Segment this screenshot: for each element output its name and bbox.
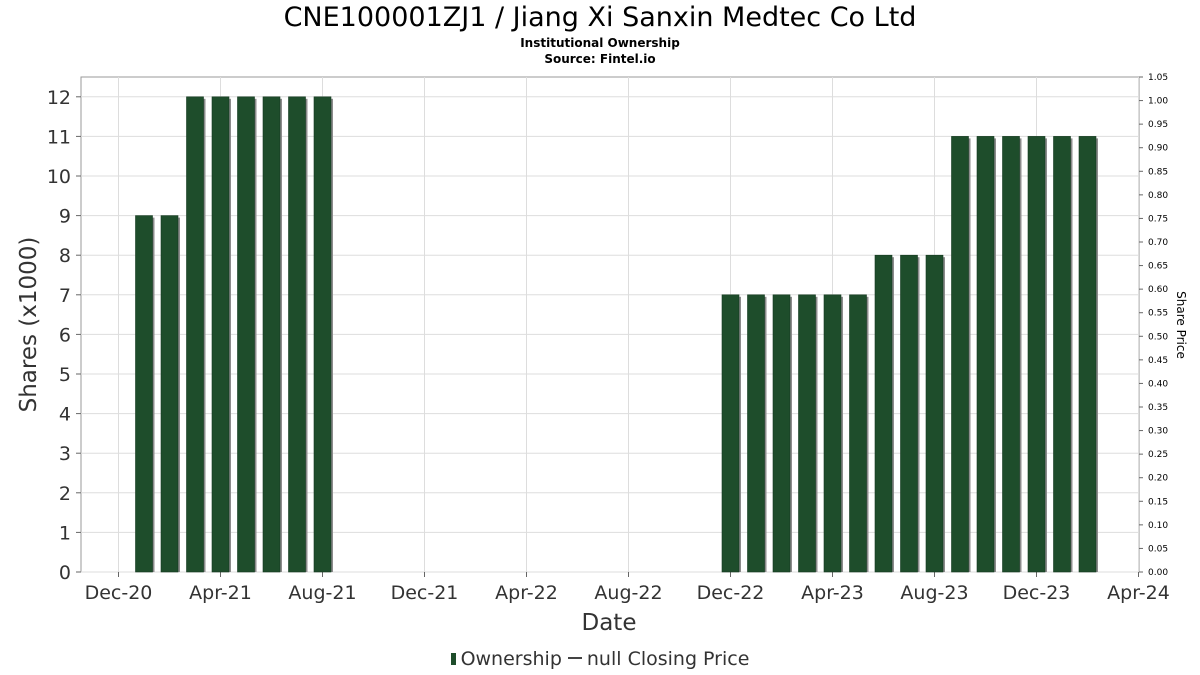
y-axis-title: Shares (x1000) xyxy=(16,237,42,413)
x-tick-label: Apr-24 xyxy=(1107,582,1170,604)
ownership-bar xyxy=(976,136,995,573)
ownership-bar xyxy=(772,294,791,573)
y2-axis-title: Share Price xyxy=(1174,291,1188,359)
y2-tick-label: 0.10 xyxy=(1148,521,1168,531)
y2-tick-label: 0.95 xyxy=(1148,120,1168,130)
ownership-bar xyxy=(874,254,893,573)
y2-tick-label: 0.00 xyxy=(1148,568,1168,578)
y2-tick-label: 0.25 xyxy=(1148,450,1168,460)
ownership-bar xyxy=(823,294,842,573)
x-tick-label: Aug-23 xyxy=(900,582,968,604)
y2-tick-label: 0.80 xyxy=(1148,191,1168,201)
y-tick-label: 5 xyxy=(59,364,71,386)
y2-tick-label: 0.50 xyxy=(1148,332,1168,342)
y-tick-label: 2 xyxy=(59,483,71,505)
price-line-icon xyxy=(567,657,582,659)
y2-tick-label: 1.00 xyxy=(1148,97,1168,107)
y2-tick-label: 0.70 xyxy=(1148,238,1168,248)
ownership-bar xyxy=(1078,136,1097,573)
ownership-bar xyxy=(237,96,255,573)
ownership-bar xyxy=(900,254,918,573)
x-tick-label: Aug-21 xyxy=(288,582,356,604)
chart-source: Source: Fintel.io xyxy=(544,52,656,66)
y2-tick-label: 0.40 xyxy=(1148,379,1168,389)
x-tick-label: Aug-22 xyxy=(594,582,662,604)
y-tick-label: 8 xyxy=(59,245,71,267)
y-tick-label: 12 xyxy=(47,87,71,109)
x-axis-title: Date xyxy=(582,610,637,636)
x-tick-label: Apr-21 xyxy=(189,582,252,604)
legend-ownership-label: Ownership xyxy=(460,648,562,670)
y2-tick-label: 0.15 xyxy=(1148,497,1168,507)
ownership-bar xyxy=(1027,136,1046,573)
y-tick-label: 3 xyxy=(59,443,71,465)
y-tick-label: 4 xyxy=(59,404,71,426)
ownership-bar xyxy=(849,294,867,573)
ownership-bar xyxy=(186,96,204,573)
y2-tick-label: 0.35 xyxy=(1148,403,1168,413)
y2-tick-label: 0.60 xyxy=(1148,285,1168,295)
x-tick-label: Apr-23 xyxy=(801,582,864,604)
y2-tick-label: 0.75 xyxy=(1148,214,1168,224)
ownership-bar xyxy=(798,294,816,573)
ownership-bar xyxy=(288,96,306,573)
y2-tick-label: 0.85 xyxy=(1148,167,1168,177)
y2-tick-label: 0.05 xyxy=(1148,544,1168,554)
y2-tick-label: 0.65 xyxy=(1148,262,1168,272)
x-tick-label: Apr-22 xyxy=(495,582,558,604)
y2-tick-label: 0.45 xyxy=(1148,356,1168,366)
ownership-bar xyxy=(211,96,230,573)
y-tick-label: 1 xyxy=(59,522,71,544)
x-tick-label: Dec-21 xyxy=(391,582,459,604)
y2-tick-label: 0.30 xyxy=(1148,427,1168,437)
y2-tick-label: 0.90 xyxy=(1148,144,1168,154)
y-tick-label: 7 xyxy=(59,285,71,307)
legend-price-label: null Closing Price xyxy=(586,648,750,670)
chart-title: CNE100001ZJ1 / Jiang Xi Sanxin Medtec Co… xyxy=(283,2,917,33)
ownership-swatch-icon xyxy=(450,653,456,665)
chart-subtitle: Institutional Ownership xyxy=(520,36,680,50)
chart-legend: Ownership null Closing Price xyxy=(0,647,1200,671)
ownership-bar xyxy=(747,294,765,573)
ownership-bar xyxy=(135,215,153,573)
y-tick-label: 10 xyxy=(47,166,71,188)
x-tick-label: Dec-23 xyxy=(1003,582,1071,604)
ownership-bar xyxy=(951,136,969,573)
y-tick-label: 6 xyxy=(59,324,71,346)
y-tick-label: 9 xyxy=(59,206,71,228)
ownership-bar xyxy=(313,96,332,573)
ownership-bar xyxy=(925,254,944,573)
ownership-bar xyxy=(721,294,740,573)
ownership-bar xyxy=(160,215,179,573)
ownership-bar xyxy=(1053,136,1071,573)
ownership-bar xyxy=(1002,136,1020,573)
y2-tick-label: 0.20 xyxy=(1148,474,1168,484)
y2-tick-label: 1.05 xyxy=(1148,73,1168,83)
y-tick-label: 0 xyxy=(59,562,71,584)
y-tick-label: 11 xyxy=(47,126,71,148)
y2-tick-label: 0.55 xyxy=(1148,309,1168,319)
x-tick-label: Dec-22 xyxy=(697,582,765,604)
x-tick-label: Dec-20 xyxy=(85,582,153,604)
ownership-bar xyxy=(262,96,281,573)
